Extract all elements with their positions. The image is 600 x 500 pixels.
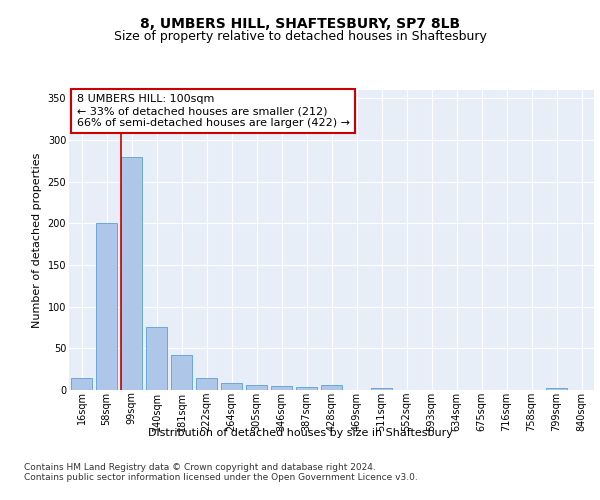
Text: Contains HM Land Registry data © Crown copyright and database right 2024.
Contai: Contains HM Land Registry data © Crown c…: [24, 463, 418, 482]
Text: 8, UMBERS HILL, SHAFTESBURY, SP7 8LB: 8, UMBERS HILL, SHAFTESBURY, SP7 8LB: [140, 18, 460, 32]
Bar: [546, 388, 567, 390]
Text: 8 UMBERS HILL: 100sqm
← 33% of detached houses are smaller (212)
66% of semi-det: 8 UMBERS HILL: 100sqm ← 33% of detached …: [77, 94, 350, 128]
Bar: [321, 385, 342, 390]
Bar: [296, 386, 317, 390]
Bar: [146, 326, 167, 390]
Bar: [246, 385, 267, 390]
Bar: [71, 378, 92, 390]
Bar: [221, 382, 242, 390]
Text: Size of property relative to detached houses in Shaftesbury: Size of property relative to detached ho…: [113, 30, 487, 43]
Text: Distribution of detached houses by size in Shaftesbury: Distribution of detached houses by size …: [148, 428, 452, 438]
Y-axis label: Number of detached properties: Number of detached properties: [32, 152, 42, 328]
Bar: [121, 156, 142, 390]
Bar: [96, 224, 117, 390]
Bar: [171, 355, 192, 390]
Bar: [271, 386, 292, 390]
Bar: [196, 378, 217, 390]
Bar: [371, 388, 392, 390]
